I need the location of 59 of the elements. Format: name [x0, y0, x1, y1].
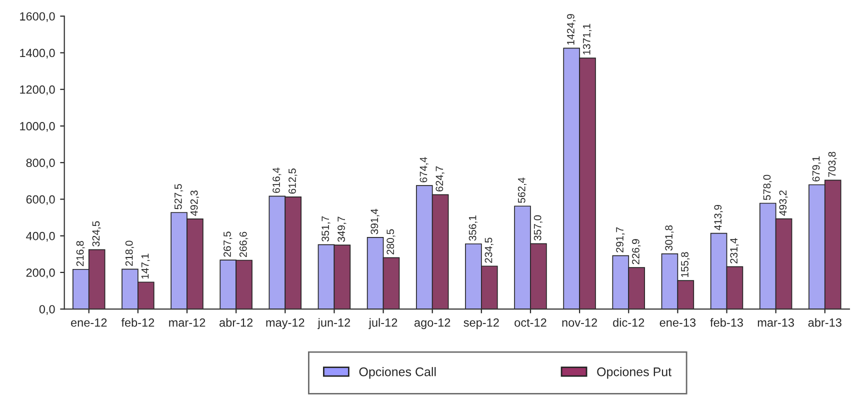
data-label: 266,6: [239, 232, 248, 257]
data-label: 624,7: [436, 166, 444, 192]
data-label: 1371,1: [582, 24, 592, 54]
data-label: 267,5: [224, 232, 232, 257]
y-tick-label: 400,0: [26, 232, 55, 242]
data-label: 578,0: [763, 174, 772, 200]
data-label: 147,1: [141, 254, 150, 279]
data-label: 351,7: [322, 216, 330, 242]
data-label: 324,5: [92, 221, 101, 246]
x-tick-label: feb-13: [710, 318, 743, 327]
y-tick-label: 1000,0: [20, 122, 55, 132]
data-label: 349,7: [338, 216, 346, 242]
x-tick-label: nov-12: [562, 318, 598, 327]
data-label: 231,4: [730, 238, 739, 264]
x-tick-label: may-12: [266, 318, 304, 330]
data-label: 413,9: [714, 204, 723, 230]
x-tick-label: ene-12: [71, 318, 107, 327]
x-tick-label: abr-13: [808, 318, 842, 327]
x-tick-label: feb-12: [121, 318, 154, 327]
data-label: 703,8: [828, 152, 837, 177]
y-tick-label: 0,0: [39, 305, 55, 315]
data-label: 218,0: [125, 240, 134, 266]
y-tick-label: 600,0: [26, 195, 55, 206]
data-label: 226,9: [632, 239, 641, 264]
x-tick-label: sep-12: [464, 318, 499, 330]
x-tick-label: dic-12: [613, 318, 644, 327]
data-label: 280,5: [386, 229, 396, 254]
data-label: 527,5: [174, 184, 184, 210]
data-label: 616,4: [272, 168, 282, 193]
y-tick-label: 800,0: [26, 158, 55, 168]
y-tick-label: 200,0: [26, 268, 55, 278]
x-tick-label: ago-12: [414, 318, 450, 330]
x-tick-label: jul-12: [368, 318, 398, 330]
y-tick-label: 1200,0: [20, 85, 55, 96]
x-tick-label: ene-13: [660, 318, 696, 327]
data-label: 391,4: [370, 208, 380, 234]
data-label: 234,5: [484, 238, 494, 263]
x-tick-label: abr-12: [220, 318, 253, 327]
legend-label: Opciones Put: [597, 367, 672, 379]
legend-label: Opciones Call: [359, 367, 436, 379]
x-tick-label: mar-13: [758, 318, 794, 327]
data-label: 356,1: [468, 216, 478, 241]
data-label: 291,7: [616, 227, 625, 252]
data-label: 357,0: [534, 215, 542, 241]
data-label: 301,8: [665, 225, 674, 251]
data-label: 216,8: [76, 240, 85, 266]
data-label: 155,8: [681, 252, 690, 277]
x-tick-label: jun-12: [318, 318, 350, 330]
x-tick-label: mar-12: [169, 318, 206, 327]
data-label: 493,2: [779, 190, 788, 216]
data-label: 1424,9: [567, 14, 576, 45]
y-tick-label: 1400,0: [20, 48, 55, 59]
data-label: 562,4: [518, 178, 527, 203]
data-label: 612,5: [288, 168, 298, 194]
data-label: 492,3: [190, 190, 200, 216]
y-tick-label: 1600,0: [20, 12, 55, 22]
data-label: 679,1: [812, 156, 821, 182]
x-tick-label: oct-12: [514, 318, 546, 327]
data-label: 674,4: [420, 157, 428, 182]
